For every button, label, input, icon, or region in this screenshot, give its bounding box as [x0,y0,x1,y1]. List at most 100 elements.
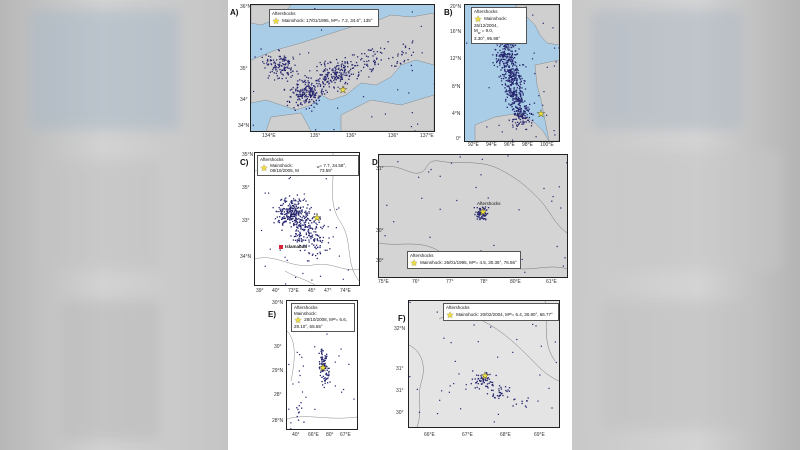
aftershock-point [351,64,354,66]
aftershock-point [308,107,311,109]
aftershock-point [298,95,300,97]
aftershock-point [520,90,522,92]
aftershock-point [508,43,510,45]
aftershock-point [512,351,514,353]
aftershock-point [304,224,306,226]
aftershock-point [481,211,483,213]
panel-b-lat-tick-4: 8°N [452,84,461,90]
aftershock-point [334,76,337,78]
aftershock-point [299,95,301,98]
aftershock-point [517,115,519,117]
aftershock-point [409,376,411,378]
aftershock-point [513,88,515,90]
aftershock-point [307,80,309,82]
aftershock-point [519,78,521,80]
aftershock-point [299,234,301,236]
aftershock-point [272,59,275,61]
aftershock-point [478,214,480,216]
aftershock-point [315,226,317,228]
aftershock-point [296,194,298,196]
aftershock-point [514,44,517,46]
aftershock-point [492,394,494,397]
aftershock-point [506,106,508,108]
aftershock-point [295,276,297,278]
aftershock-point [504,47,506,49]
aftershock-point [278,210,280,213]
aftershock-point [273,62,275,64]
aftershock-point [324,377,326,379]
aftershock-point [300,222,302,224]
aftershock-point [315,234,317,236]
aftershock-point [281,65,283,67]
aftershock-point [285,197,287,199]
aftershock-point [502,58,505,60]
aftershock-point [321,364,323,366]
aftershock-point [502,48,504,50]
aftershock-point [495,49,497,51]
aftershock-point [394,65,396,67]
legend-mainshock: Mainshock: [294,310,317,316]
aftershock-point [324,362,326,365]
aftershock-point [308,232,311,234]
aftershock-point [439,399,441,401]
aftershock-point [318,235,320,237]
aftershock-point [443,337,445,339]
aftershock-point [285,77,287,79]
aftershock-point [361,53,363,55]
aftershock-point [305,108,307,110]
aftershock-point [512,108,514,110]
aftershock-point [508,77,510,80]
aftershock-point [291,204,294,207]
aftershock-point [293,222,295,225]
aftershock-point [309,86,312,89]
aftershock-point [273,72,275,74]
panel-b-lat-tick-6: 0° [456,136,461,142]
aftershock-point [408,92,410,94]
panel-b-lon-tick-5: 100°E [540,142,554,148]
aftershock-point [508,86,510,88]
aftershock-point [486,209,488,211]
aftershock-point [498,124,500,126]
panel-f-lat-tick-2: 31° [396,366,404,372]
aftershock-point [300,89,302,91]
left-blurred-background [0,0,228,450]
aftershock-point [516,99,518,101]
aftershock-point [523,112,525,115]
aftershock-point [507,70,509,72]
aftershock-point [439,208,441,210]
panel-d-lat-tick-3: 30° [376,258,384,264]
aftershock-point [540,345,542,347]
aftershock-point [358,71,360,73]
aftershock-point [514,61,516,63]
aftershock-point [510,69,513,71]
aftershock-point [320,356,322,359]
aftershock-point [278,66,280,68]
aftershock-point [287,216,289,218]
aftershock-point [410,54,413,56]
aftershock-point [281,204,283,206]
aftershock-point [327,374,329,377]
aftershock-point [278,55,280,58]
aftershock-point [310,232,312,234]
aftershock-point [511,45,514,47]
aftershock-point [338,207,340,209]
aftershock-point [392,56,394,59]
aftershock-point [506,59,508,62]
aftershock-point [290,214,293,216]
aftershock-point [471,378,473,380]
aftershock-point [314,89,316,91]
aftershock-point [512,68,514,70]
aftershock-point [486,378,489,380]
aftershock-point [360,70,362,72]
aftershock-point [280,199,282,201]
aftershock-point [282,63,284,65]
aftershock-point [479,380,481,382]
aftershock-point [477,383,479,385]
aftershock-point [370,49,372,51]
aftershock-point [477,214,480,216]
aftershock-point [492,62,494,64]
aftershock-point [485,385,487,387]
aftershock-point [325,373,327,375]
aftershock-point [512,72,515,74]
panel-d-lon-tick-3: 77° [446,279,454,285]
